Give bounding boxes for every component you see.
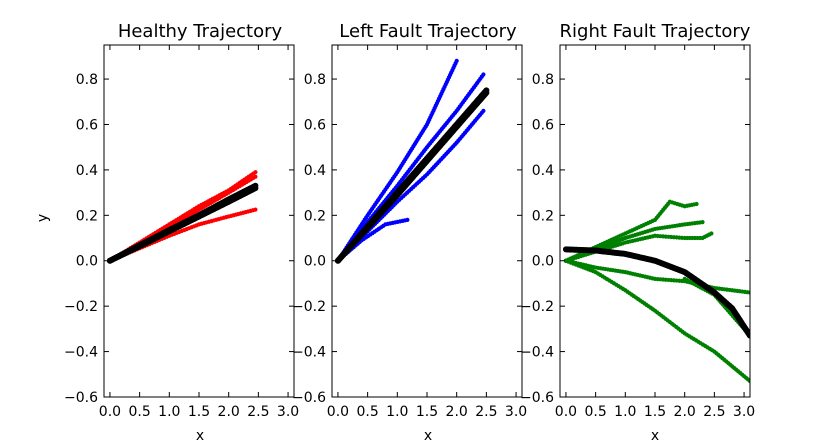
y-tick-label: −0.4: [520, 345, 554, 361]
y-tick-label: −0.6: [64, 390, 98, 406]
data-point: [481, 72, 486, 77]
data-point: [481, 108, 486, 113]
data-point: [253, 174, 258, 179]
x-tick-label: 1.0: [158, 404, 180, 420]
panel-right-fault: Right Fault Trajectory x 0.0 0.5 1.0 1.5 2.0…: [520, 21, 755, 442]
x-tick-label: 0.0: [327, 404, 349, 420]
y-tick-label: 0.2: [76, 208, 98, 224]
axes-frame-healthy: [103, 44, 295, 398]
x-tick-label: 1.5: [416, 404, 438, 420]
data-point: [405, 217, 410, 222]
axes-frame-left-fault: [331, 44, 523, 398]
y-tick-label: 0.4: [532, 163, 554, 179]
chart-title-left-fault: Left Fault Trajectory: [339, 21, 517, 42]
panel-healthy: Healthy Trajectory x y 0.0 0.5 1.0 1.5 2.0 2.…: [35, 21, 299, 442]
series-left-fault-5: [334, 89, 490, 264]
x-tick-label: 2.5: [703, 404, 725, 420]
x-tick-label: 2.5: [475, 404, 497, 420]
y-tick-label: 0.8: [532, 72, 554, 88]
x-tick-label: 1.5: [188, 404, 210, 420]
y-tick-label: −0.2: [292, 299, 326, 315]
x-tick-label: 0.5: [584, 404, 606, 420]
y-tick-label: −0.6: [520, 390, 554, 406]
chart-title-healthy: Healthy Trajectory: [118, 21, 283, 42]
data-point: [709, 231, 714, 236]
x-axis-label-right-fault: x: [651, 428, 659, 442]
series-right-fault-5: [682, 276, 750, 338]
y-tick-label: 0.4: [304, 163, 326, 179]
series-group-right-fault: [562, 199, 750, 384]
x-tick-label: 3.0: [505, 404, 527, 420]
data-point: [747, 332, 750, 339]
series-group-healthy: [106, 170, 259, 264]
data-point: [694, 201, 699, 207]
plot-area-healthy: 0.0 0.5 1.0 1.5 2.0 2.5 3.0 −0.6 −0.4 −0.2 0.0 0.2 0…: [64, 44, 299, 420]
y-tick-label: 0.0: [304, 254, 326, 270]
data-point: [747, 290, 750, 295]
x-tick-label: 2.0: [218, 404, 240, 420]
y-tick-label: 0.6: [76, 117, 98, 133]
data-point: [483, 89, 490, 96]
y-tick-label: −0.2: [520, 299, 554, 315]
x-axis-label-healthy: x: [196, 428, 204, 442]
y-tick-label: 0.8: [76, 72, 98, 88]
chart-title-right-fault: Right Fault Trajectory: [560, 21, 751, 42]
data-point: [253, 170, 258, 175]
series-right-fault-4: [563, 258, 750, 384]
plot-area-right-fault: 0.0 0.5 1.0 1.5 2.0 2.5 3.0 −0.6 −0.4 −0.2 0.0 0.2 0…: [520, 44, 755, 420]
x-tick-label: 2.0: [674, 404, 696, 420]
y-tick-label: 0.2: [532, 208, 554, 224]
x-tick-label: 0.5: [128, 404, 150, 420]
data-point: [700, 220, 705, 225]
x-tick-label: 2.0: [446, 404, 468, 420]
x-tick-label: 1.5: [644, 404, 666, 420]
data-point: [253, 207, 258, 212]
series-healthy-4: [106, 185, 259, 264]
data-point: [252, 185, 259, 192]
x-tick-label: 1.0: [614, 404, 636, 420]
y-tick-label: −0.2: [64, 299, 98, 315]
y-tick-label: 0.0: [532, 254, 554, 270]
data-point: [747, 379, 750, 384]
y-tick-label: −0.4: [292, 345, 326, 361]
plot-area-left-fault: 0.0 0.5 1.0 1.5 2.0 2.5 3.0 −0.6 −0.4 −0.2 0.0 0.2 0…: [292, 44, 527, 420]
y-tick-label: −0.4: [64, 345, 98, 361]
series-right-fault-6: [562, 246, 750, 339]
y-tick-label: −0.6: [292, 390, 326, 406]
y-tick-label: 0.8: [304, 72, 326, 88]
data-point: [454, 58, 459, 64]
x-tick-label: 3.0: [277, 404, 299, 420]
y-tick-label: 0.6: [532, 117, 554, 133]
y-axis-label-healthy: y: [35, 214, 51, 222]
x-tick-label: 2.5: [247, 404, 269, 420]
x-tick-label: 1.0: [386, 404, 408, 420]
x-tick-label: 0.0: [555, 404, 577, 420]
x-tick-label: 3.0: [733, 404, 755, 420]
x-axis-label-left-fault: x: [424, 428, 432, 442]
panel-left-fault: Left Fault Trajectory x 0.0 0.5 1.0 1.5 2.0 2…: [292, 21, 527, 442]
series-group-left-fault: [334, 58, 490, 264]
x-tick-label: 0.5: [356, 404, 378, 420]
x-tick-label: 0.0: [99, 404, 121, 420]
y-tick-label: 0.6: [304, 117, 326, 133]
y-tick-label: 0.0: [76, 254, 98, 270]
y-tick-label: 0.4: [76, 163, 98, 179]
y-tick-label: 0.2: [304, 208, 326, 224]
